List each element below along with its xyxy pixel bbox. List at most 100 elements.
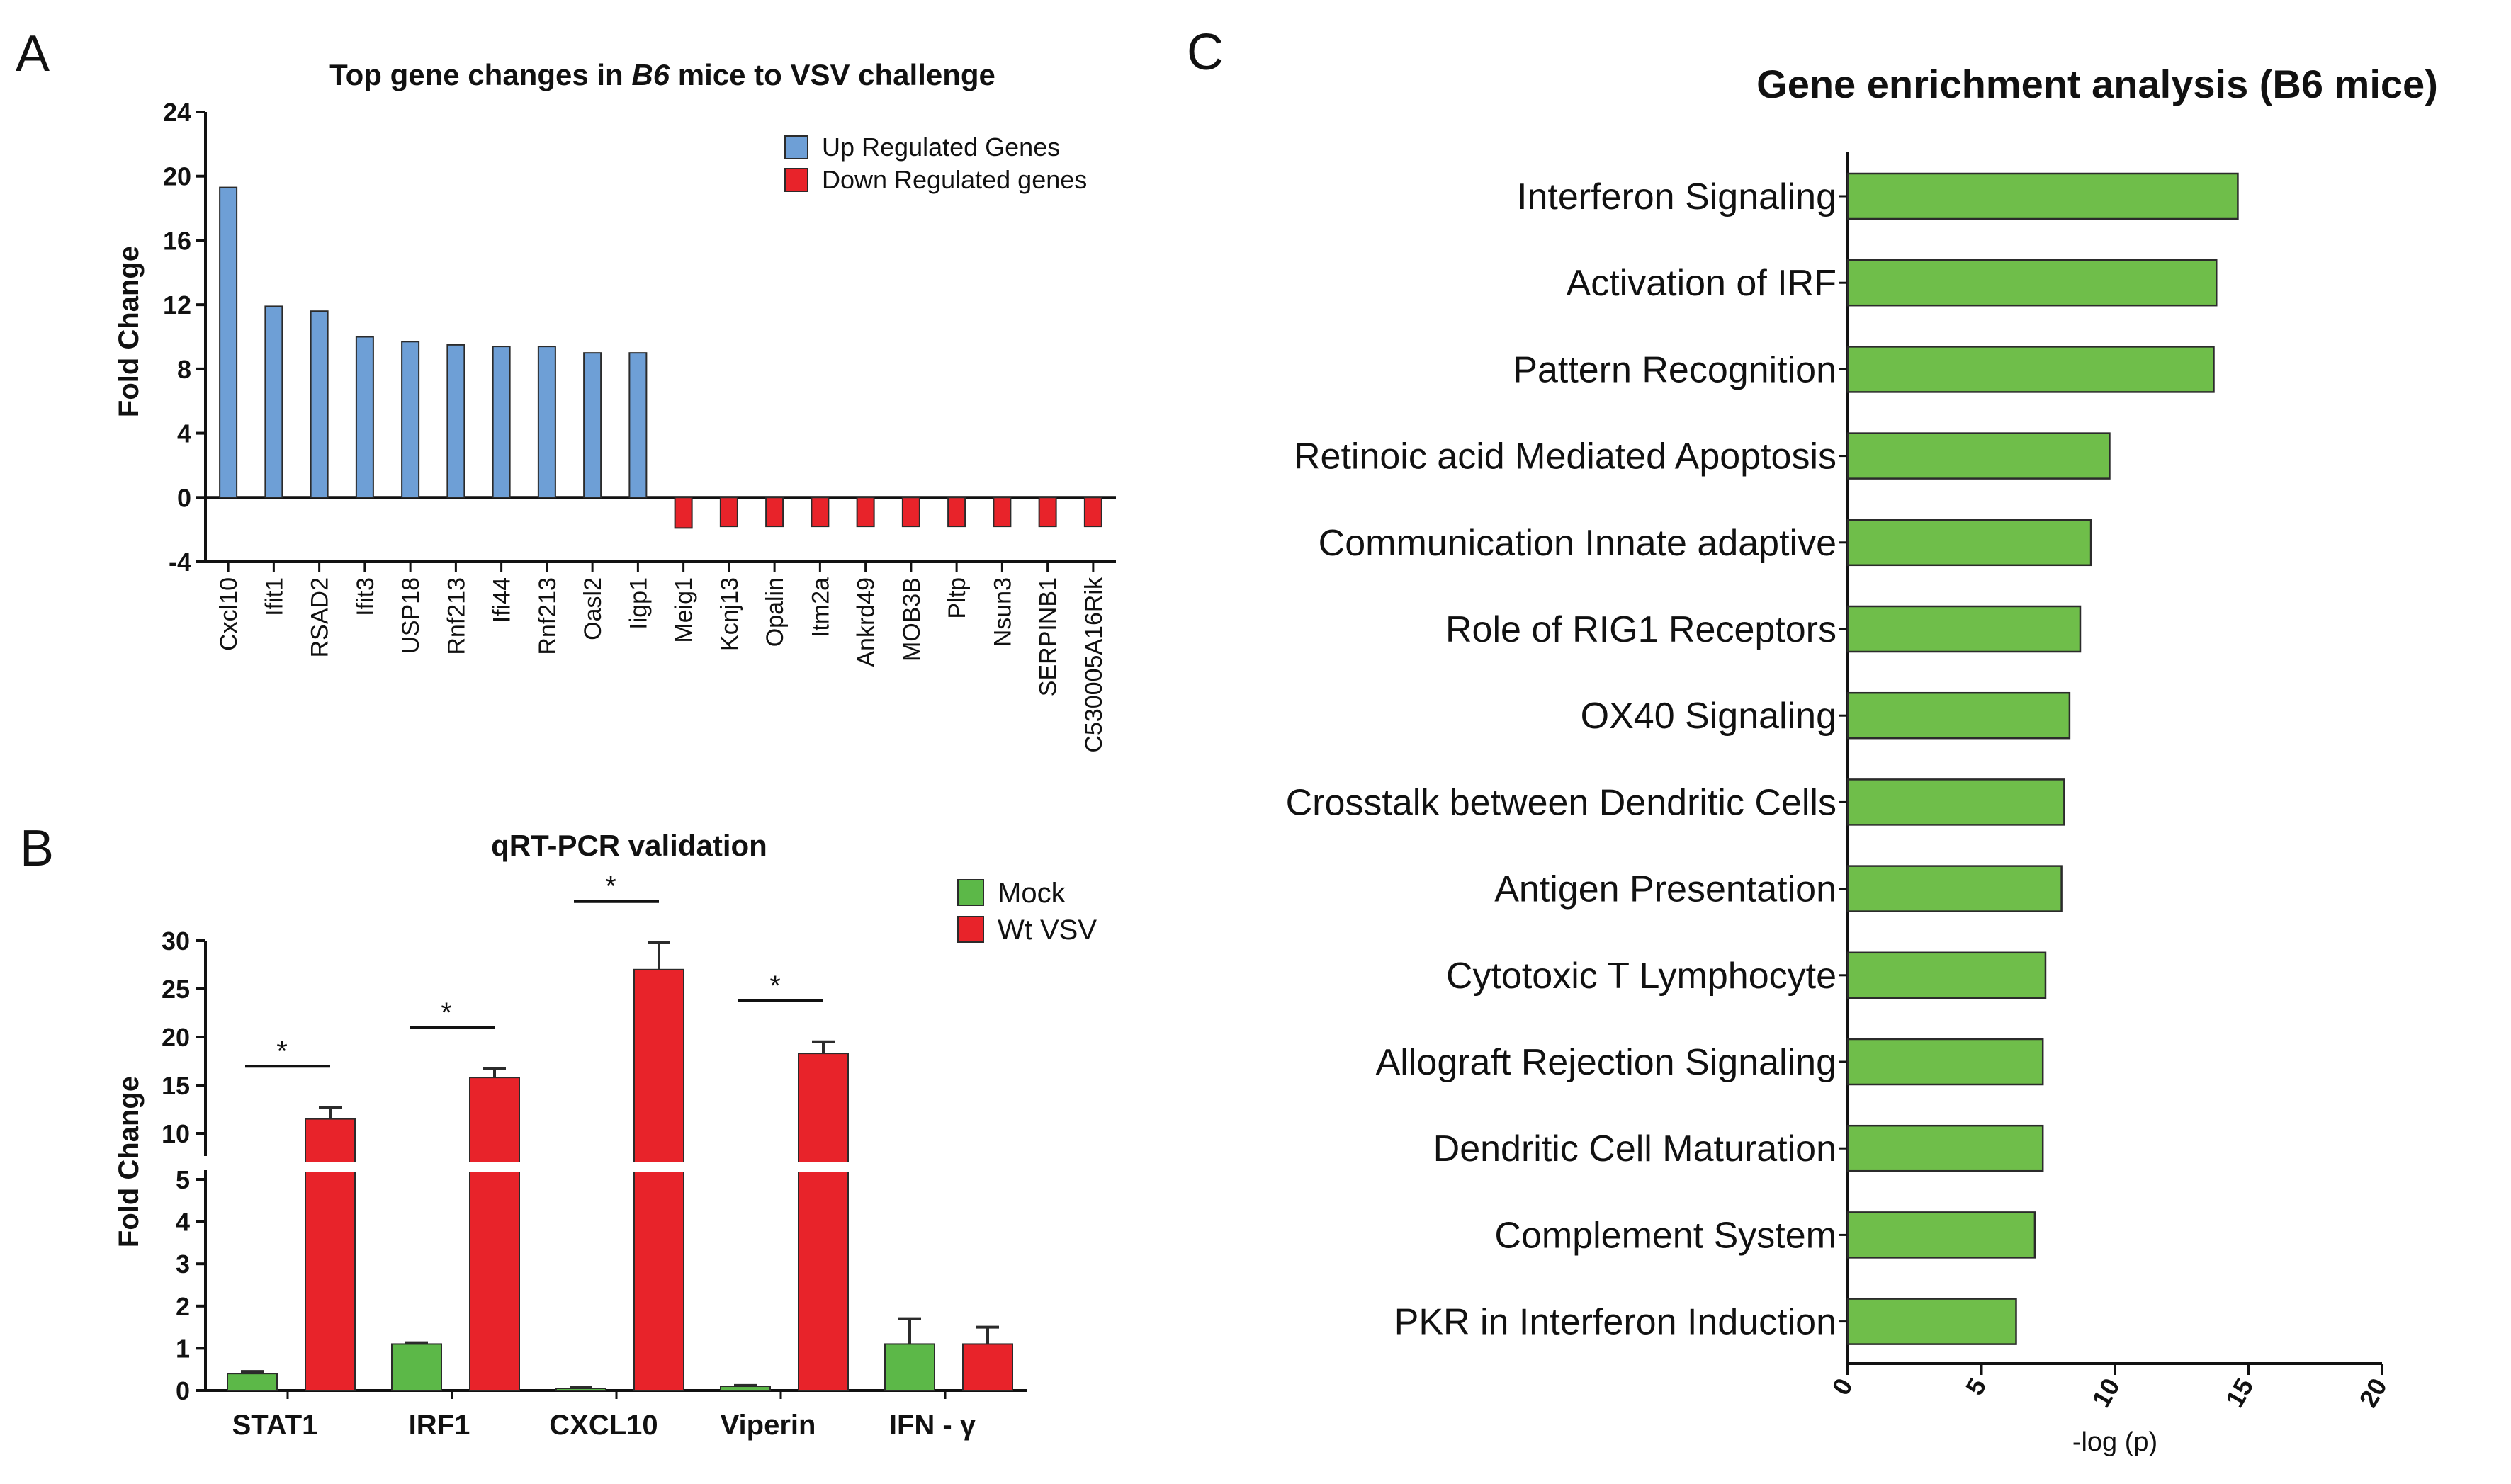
panel-c-y-tick-label: Complement System: [1494, 1215, 1836, 1256]
panel-c-bar: [1846, 778, 2065, 826]
panel-c-y-tick-label: Role of RIG1 Receptors: [1445, 609, 1836, 650]
panel-a-x-tick-label: MOB3B: [898, 577, 925, 662]
panel-b-bar: [884, 1343, 935, 1391]
panel-a-bar: [674, 497, 693, 529]
panel-a-bar: [901, 497, 920, 528]
panel-b-y-tick-label: 10: [162, 1119, 190, 1148]
panel-c-bar: [1846, 1038, 2044, 1086]
panel-b-axis-break-gap: [304, 1162, 356, 1172]
panel-b-y-tick-label: 25: [162, 975, 190, 1004]
panel-c-bar: [1846, 172, 2239, 220]
panel-b-x-tick-label: Viperin: [721, 1410, 816, 1441]
panel-a-legend-swatch: [784, 135, 808, 159]
panel-c-bar: [1846, 346, 2215, 393]
panel-a-chart: Top gene changes in B6 mice to VSV chall…: [113, 58, 1116, 753]
panel-b-bar: [633, 968, 684, 1392]
panel-label-a: A: [16, 26, 50, 82]
panel-a-x-tick-label: Kcnj13: [716, 577, 743, 651]
panel-b-significance-star: *: [769, 970, 781, 1002]
panel-b-x-tick-label: STAT1: [232, 1410, 318, 1441]
panel-b-y-tick-label: 30: [162, 927, 190, 956]
panel-b-chart: qRT-PCR validation Fold Change 101520253…: [113, 829, 1097, 1441]
panel-c-bar: [1846, 432, 2111, 480]
panel-b-x-tick-label: IFN - γ: [889, 1410, 976, 1441]
panel-a-y-tick-label: 16: [163, 226, 191, 255]
panel-b-title: qRT-PCR validation: [491, 829, 767, 862]
panel-a-x-tick-label: Iigp1: [625, 577, 652, 630]
panel-b-legend-label: Wt VSV: [998, 914, 1097, 946]
panel-b-axis-break-gap: [633, 1162, 685, 1172]
panel-a-x-tick-label: Nsun3: [989, 577, 1016, 647]
panel-b-significance-star: *: [276, 1036, 288, 1067]
panel-c-x-axis-label: -log (p): [2072, 1427, 2157, 1457]
panel-c-y-tick-label: Allograft Rejection Signaling: [1376, 1042, 1836, 1083]
panel-a-bar: [719, 497, 738, 528]
panel-c-x-tick-label: 10: [2086, 1373, 2126, 1412]
panel-a-y-tick-label: 0: [177, 483, 191, 512]
panel-a-y-tick-label: 4: [177, 419, 191, 448]
panel-c-bar: [1846, 259, 2218, 307]
panel-a-x-tick-label: Ifit3: [352, 577, 379, 616]
panel-a-x-tick-label: Rnf213: [443, 577, 470, 655]
panel-b-legend-swatch: [957, 879, 984, 906]
panel-a-bar: [492, 346, 511, 499]
panel-a-bar: [765, 497, 784, 528]
panel-c-bar: [1846, 519, 2092, 567]
panel-a-x-tick-label: Opalin: [762, 577, 789, 647]
panel-a-bar: [1083, 497, 1102, 528]
panel-a-legend-swatch: [784, 168, 808, 192]
panel-a-x-tick-label: Rnf213: [534, 577, 561, 655]
panel-b-x-tick-label: IRF1: [409, 1410, 470, 1441]
panel-c-bar: [1846, 1124, 2044, 1172]
panel-c-bar: [1846, 1211, 2036, 1259]
panel-a-legend-label: Up Regulated Genes: [822, 132, 1060, 162]
panel-c-bar: [1846, 691, 2071, 740]
panel-c-y-tick-label: Pattern Recognition: [1513, 349, 1836, 390]
panel-a-x-tick-label: Ifi44: [489, 577, 516, 623]
panel-a-y-tick-label: 20: [163, 162, 191, 191]
panel-c-y-tick-label: PKR in Interferon Induction: [1394, 1302, 1836, 1343]
panel-b-y-tick-label: 20: [162, 1023, 190, 1052]
panel-c-y-tick-label: Communication Innate adaptive: [1319, 523, 1836, 564]
panel-a-bar: [856, 497, 875, 528]
panel-c-y-tick-label: Crosstalk between Dendritic Cells: [1286, 782, 1836, 823]
panel-a-bar: [446, 344, 465, 499]
panel-b-significance-star: *: [441, 997, 452, 1029]
panel-a-y-tick-label: 12: [163, 290, 191, 319]
panel-c-bar: [1846, 865, 2063, 912]
panel-b-y-tick-label: 4: [176, 1208, 190, 1237]
panel-b-y-tick-label: 0: [176, 1376, 190, 1405]
panel-c-x-tick-label: 0: [1826, 1373, 1858, 1400]
panel-b-axis-break-gap: [797, 1162, 850, 1172]
panel-c-y-tick-label: Dendritic Cell Maturation: [1433, 1128, 1836, 1169]
panel-a-y-tick-label: 24: [163, 98, 191, 127]
panel-a-bar: [811, 497, 830, 528]
panel-c-y-tick-label: Interferon Signaling: [1517, 176, 1836, 217]
panel-a-bar: [1038, 497, 1057, 528]
panel-c-y-tick-label: Cytotoxic T Lymphocyte: [1446, 956, 1836, 997]
panel-a-bar: [628, 352, 648, 499]
panel-a-x-tick-label: USP18: [397, 577, 424, 654]
panel-a-bar: [401, 341, 420, 499]
panel-c-title: Gene enrichment analysis (B6 mice): [1756, 62, 2438, 106]
panel-c-x-tick-label: 20: [2353, 1373, 2393, 1412]
panel-b-y-axis-label: Fold Change: [113, 1076, 145, 1247]
panel-a-y-tick-label: -4: [169, 548, 191, 577]
panel-b-bar: [469, 1077, 520, 1391]
panel-b-bar: [391, 1343, 442, 1391]
panel-a-bar: [993, 497, 1012, 528]
panel-a-bar: [537, 346, 556, 499]
panel-b-y-tick-label: 2: [176, 1292, 190, 1321]
panel-b-significance-star: *: [605, 871, 616, 902]
panel-b-axis-break-gap: [468, 1162, 521, 1172]
panel-c-x-tick-label: 15: [2220, 1373, 2259, 1412]
panel-a-bar: [947, 497, 966, 528]
panel-b-bar: [962, 1343, 1013, 1391]
panel-c-y-tick-label: OX40 Signaling: [1581, 696, 1836, 737]
panel-b-y-tick-label: 15: [162, 1071, 190, 1100]
panel-b-bar: [720, 1386, 771, 1392]
panel-b-y-tick-label: 3: [176, 1250, 190, 1279]
panel-a-legend-label: Down Regulated genes: [822, 165, 1087, 194]
panel-a-x-tick-label: RSAD2: [307, 577, 334, 657]
panel-label-c: C: [1187, 24, 1224, 81]
